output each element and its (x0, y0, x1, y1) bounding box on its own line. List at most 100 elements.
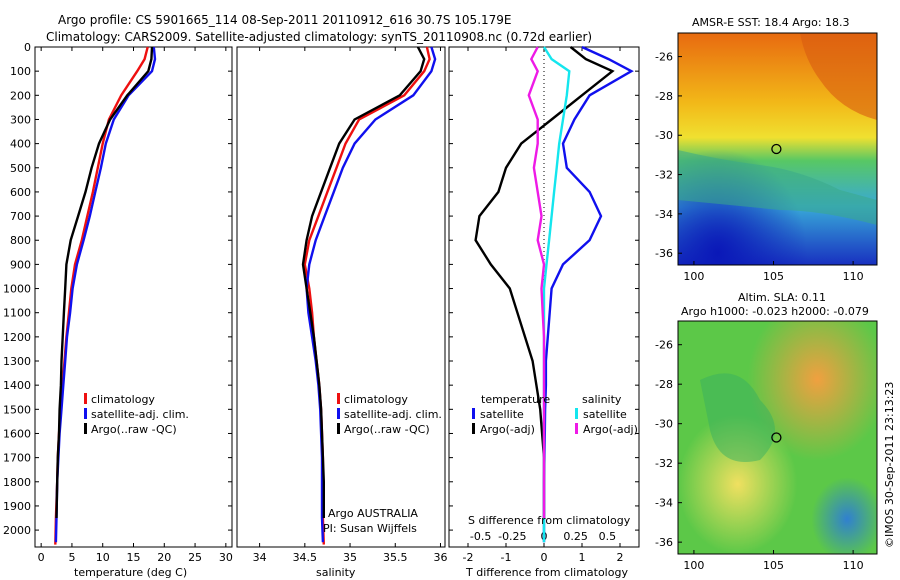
series-line (542, 45, 634, 543)
y-tick-label: 200 (10, 89, 31, 102)
y-tick-label: 0 (24, 41, 31, 54)
x-tick-label: 36 (433, 551, 447, 564)
legend-satellite-swatch (84, 408, 87, 419)
legend-climatology-swatch (337, 393, 340, 404)
series-line (305, 46, 437, 543)
x-tick-label: 105 (763, 270, 784, 283)
x-tick-label: 100 (683, 559, 704, 572)
x-tick-label: 35 (343, 551, 357, 564)
y-tick-label: 1500 (3, 403, 31, 416)
legend-salinity-argo-label: Argo(-adj) (583, 423, 638, 436)
argo-position-marker (771, 143, 782, 155)
x-tick-label: 0 (541, 551, 548, 564)
legend-temperature-argo-label: Argo(-adj) (480, 423, 535, 436)
y-tick-label: 2000 (3, 524, 31, 537)
y-tick-label: -26 (655, 51, 673, 64)
y-tick-label: 600 (10, 186, 31, 199)
y-tick-label: 1400 (3, 379, 31, 392)
y-tick-label: -32 (655, 457, 673, 470)
y-tick-label: 1900 (3, 500, 31, 513)
sla-map-frame (677, 320, 878, 555)
footer-credit: ©IMOS 30-Sep-2011 23:13:23 (883, 382, 896, 548)
salinity-panel (236, 46, 446, 548)
x-tick-label: 110 (843, 559, 864, 572)
sst-map-axes: 100 105 110 -26 -28 -30 -32 -34 -36 (655, 51, 864, 283)
difference-axes: -2 -1 0 1 2-0.5 -0.25 0 0.25 0.5 (449, 45, 639, 564)
x-tick-label: 10 (96, 551, 110, 564)
sla-map-low-patch (678, 321, 877, 554)
legend-temperature-heading: temperature (481, 393, 550, 406)
y-tick-label: -30 (655, 418, 673, 431)
top-tick-label: 0.25 (563, 530, 588, 543)
y-tick-label: -36 (655, 247, 673, 260)
x-tick-label: 20 (157, 551, 171, 564)
top-tick-label: -0.25 (498, 530, 526, 543)
x-tick-label: 30 (219, 551, 233, 564)
x-tick-label: 35.5 (383, 551, 408, 564)
series-line (54, 46, 157, 543)
argo-annotation-line-2: PI: Susan Wijffels (323, 522, 417, 535)
x-tick-label: 1 (579, 551, 586, 564)
title-line-1: Argo profile: CS 5901665_114 08-Sep-2011… (58, 13, 512, 27)
temperature-axes: 0100200300400500600700800900100011001200… (3, 41, 233, 564)
sst-map-green-band (678, 150, 877, 225)
y-tick-label: 1300 (3, 355, 31, 368)
x-tick-label: 5 (68, 551, 75, 564)
legend-argo-swatch (84, 423, 87, 434)
y-tick-label: -28 (655, 378, 673, 391)
series-line (474, 46, 615, 518)
legend-argo-label: Argo(..raw -QC) (91, 423, 177, 436)
sla-map (677, 320, 878, 555)
temperature-xlabel: temperature (deg C) (74, 566, 187, 579)
legend-climatology-swatch (84, 393, 87, 404)
difference-top-label: S difference from climatology (468, 514, 631, 527)
title-line-2: Climatology: CARS2009. Satellite-adjuste… (46, 30, 592, 44)
legend-satellite-label: satellite-adj. clim. (91, 408, 189, 421)
y-tick-label: -36 (655, 536, 673, 549)
legend-climatology-label: climatology (344, 393, 408, 406)
legend-temperature-argo-swatch (472, 423, 475, 434)
y-tick-label: 1100 (3, 307, 31, 320)
sla-map-eddy (700, 373, 775, 462)
legend-argo-label: Argo(..raw -QC) (344, 423, 430, 436)
y-tick-label: 1000 (3, 283, 31, 296)
difference-legend: temperature satellite Argo(-adj) salinit… (472, 393, 638, 436)
legend-temperature-satellite-swatch (472, 408, 475, 419)
x-tick-label: -1 (501, 551, 512, 564)
x-tick-label: -2 (463, 551, 474, 564)
series-line (55, 46, 154, 519)
legend-salinity-heading: salinity (582, 393, 622, 406)
series-line (527, 46, 546, 518)
sla-map-title-line-1: Altim. SLA: 0.11 (738, 291, 826, 304)
y-tick-label: 500 (10, 162, 31, 175)
y-tick-label: 300 (10, 113, 31, 126)
series-line (54, 46, 149, 545)
legend-satellite-swatch (337, 408, 340, 419)
y-tick-label: 100 (10, 65, 31, 78)
salinity-axes: 34 34.5 35 35.5 36 (253, 46, 447, 564)
salinity-legend: climatology satellite-adj. clim. Argo(..… (337, 393, 442, 436)
x-tick-label: 15 (127, 551, 141, 564)
x-tick-label: 2 (617, 551, 624, 564)
y-tick-label: 1800 (3, 476, 31, 489)
y-tick-label: -28 (655, 90, 673, 103)
x-tick-label: 0 (38, 551, 45, 564)
legend-salinity-argo-swatch (575, 423, 578, 434)
legend-salinity-satellite-label: satellite (583, 408, 627, 421)
y-tick-label: 1200 (3, 331, 31, 344)
sst-map-title: AMSR-E SST: 18.4 Argo: 18.3 (692, 16, 850, 29)
y-tick-label: -34 (655, 208, 673, 221)
sla-map-title-line-2: Argo h1000: -0.023 h2000: -0.079 (681, 305, 869, 318)
difference-xlabel: T difference from climatology (465, 566, 628, 579)
y-tick-label: 1600 (3, 427, 31, 440)
y-tick-label: -30 (655, 129, 673, 142)
argo-position-marker (771, 432, 782, 443)
legend-satellite-label: satellite-adj. clim. (344, 408, 442, 421)
x-tick-label: 100 (683, 270, 704, 283)
x-tick-label: 25 (188, 551, 202, 564)
legend-argo-swatch (337, 423, 340, 434)
argo-annotation-line-1: Argo AUSTRALIA (328, 507, 418, 520)
y-tick-label: -34 (655, 497, 673, 510)
sst-map-frame (677, 32, 878, 266)
